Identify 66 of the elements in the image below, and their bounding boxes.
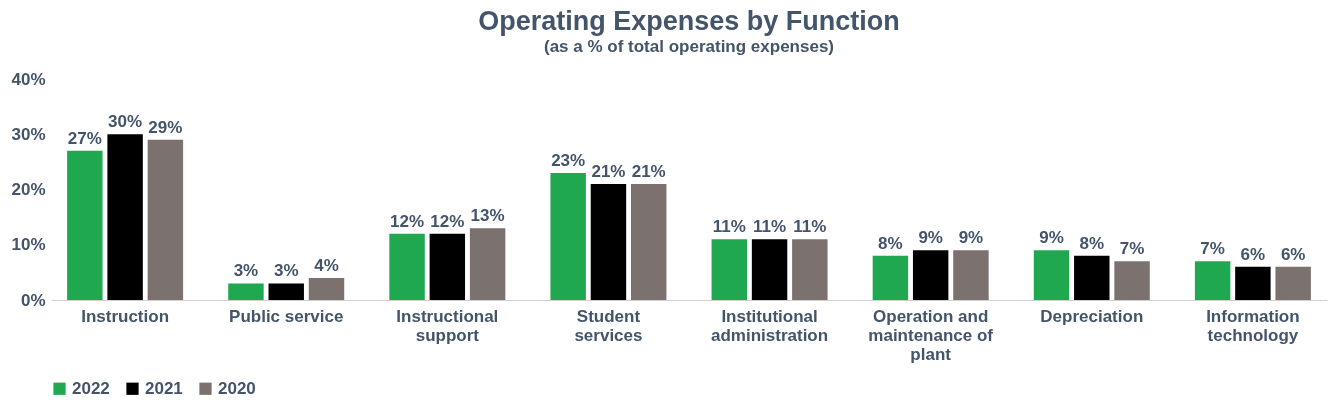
data-label: 11% (712, 217, 746, 237)
data-label: 3% (273, 261, 299, 281)
x-tick-label: Public service (229, 306, 344, 326)
data-label: 29% (148, 117, 183, 137)
x-tick-label: Student services (574, 306, 643, 345)
data-label: 21% (631, 161, 666, 181)
bar (1074, 255, 1110, 300)
data-label: 3% (233, 261, 259, 281)
bar (912, 250, 949, 300)
y-tick-label: 10% (11, 235, 46, 255)
data-label: 27% (67, 128, 102, 148)
y-tick-label: 30% (11, 124, 46, 144)
bar (147, 139, 184, 300)
data-label: 8% (1079, 233, 1105, 253)
x-tick-label: Instruction (81, 306, 170, 326)
bar (308, 277, 345, 300)
data-label: 23% (551, 150, 586, 170)
chart-subtitle: (as a % of total operating expenses) (543, 37, 835, 56)
bar (631, 183, 667, 300)
bar (711, 239, 747, 300)
data-label: 12% (390, 211, 425, 231)
bar (1235, 266, 1271, 300)
x-tick-label: Operation and maintenance of plant (868, 306, 994, 364)
bar (67, 150, 103, 300)
data-label: 4% (314, 255, 339, 275)
data-label: 6% (1280, 244, 1306, 264)
legend-label: 2021 (145, 378, 183, 398)
bar (469, 228, 506, 300)
data-label: 21% (591, 161, 626, 181)
data-label: 8% (878, 233, 903, 253)
bar (107, 134, 143, 300)
bar (550, 172, 586, 300)
y-tick-label: 20% (11, 180, 46, 199)
data-label: 13% (470, 206, 505, 226)
chart-title: Operating Expenses by Function (478, 6, 900, 36)
bar (268, 283, 304, 300)
data-label: 9% (958, 228, 984, 248)
y-tick-label: 0% (20, 290, 46, 310)
data-label: 11% (753, 217, 787, 237)
data-label: 7% (1200, 239, 1225, 259)
bar (792, 239, 828, 300)
legend-label: 2020 (218, 378, 256, 398)
data-label: 9% (1039, 228, 1064, 248)
x-tick-label: Instructional support (396, 306, 499, 345)
y-tick-label: 40% (11, 69, 46, 89)
bar (590, 183, 627, 300)
bar (953, 250, 989, 300)
x-tick-label: Institutional administration (710, 306, 829, 345)
data-label: 12% (430, 211, 465, 231)
data-label: 7% (1119, 239, 1145, 259)
data-label: 9% (918, 228, 943, 248)
data-label: 30% (108, 112, 143, 132)
legend-label: 2022 (72, 378, 110, 398)
bar (228, 283, 264, 300)
bar (429, 233, 466, 300)
bar (751, 239, 788, 300)
data-label: 11% (793, 217, 827, 237)
bar (1194, 261, 1231, 300)
bar (389, 233, 425, 300)
bar (1114, 261, 1150, 300)
x-tick-label: Depreciation (1040, 306, 1144, 326)
bar (872, 255, 909, 300)
x-tick-label: Information technology (1206, 306, 1300, 345)
bar (1033, 250, 1070, 300)
data-label: 6% (1240, 244, 1266, 264)
bar (1275, 266, 1311, 300)
